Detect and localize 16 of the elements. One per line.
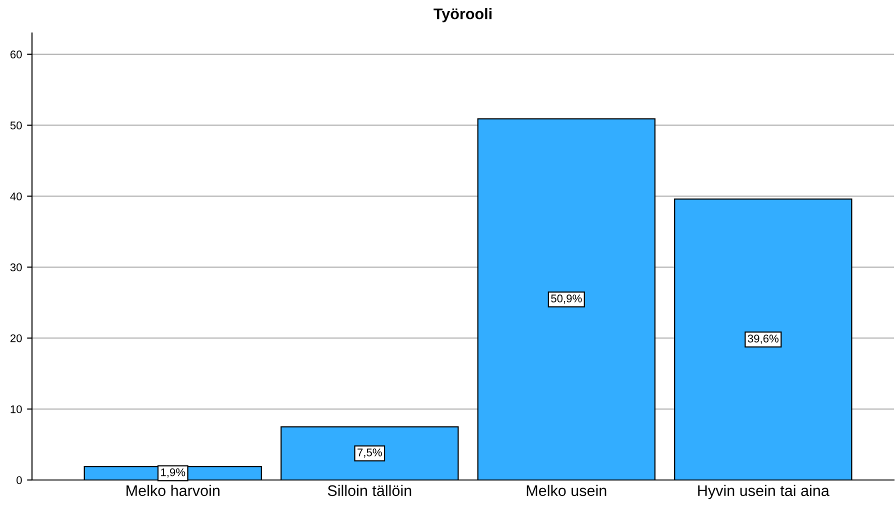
x-tick-label: Hyvin usein tai aina [698, 484, 830, 500]
y-tick-label: 20 [10, 334, 22, 342]
x-tick-label: Silloin tällöin [328, 484, 412, 496]
data-label: 1,9% [161, 468, 186, 478]
x-tick-label: Melko harvoin [126, 484, 220, 496]
y-tick-label: 50 [10, 122, 22, 130]
y-tick-label: 40 [10, 192, 22, 200]
y-tick-label: 60 [10, 50, 22, 58]
y-tick-label: 10 [10, 405, 22, 414]
data-label: 7,5% [358, 448, 382, 458]
data-label: 50,9% [551, 294, 582, 304]
chart-title: Työrooli [434, 8, 492, 22]
data-label: 39,6% [748, 334, 779, 344]
y-tick-label: 0 [16, 476, 22, 484]
y-tick-label: 30 [10, 263, 22, 272]
x-tick-label: Melko usein [526, 484, 606, 496]
